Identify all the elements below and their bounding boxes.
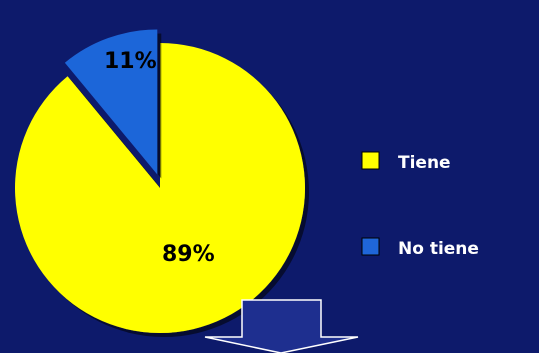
legend-swatch-tiene — [361, 151, 380, 170]
down-arrow-icon — [204, 299, 359, 353]
legend: Tiene No tiene — [361, 151, 479, 259]
pie-slice-no-tiene — [64, 29, 158, 175]
legend-label-tiene: Tiene — [398, 153, 451, 173]
pie-slice-tiene — [15, 43, 305, 334]
legend-label-no-tiene: No tiene — [398, 239, 479, 259]
slice-label-no-tiene: 11% — [104, 49, 157, 74]
pie-slices — [15, 29, 305, 334]
slice-label-tiene: 89% — [162, 242, 215, 267]
legend-swatch-no-tiene — [361, 237, 380, 256]
